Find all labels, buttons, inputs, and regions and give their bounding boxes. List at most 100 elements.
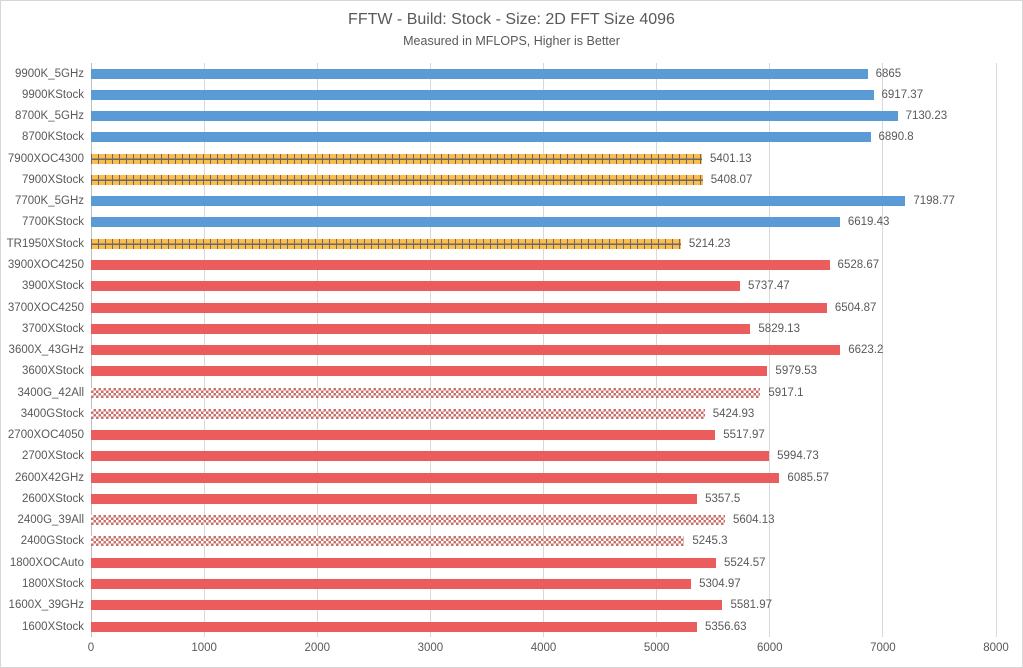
bar-3400GStock bbox=[91, 408, 705, 419]
x-tick-label: 1000 bbox=[191, 642, 217, 654]
category-label: 2700XOC4050 bbox=[7, 429, 84, 442]
chart-subtitle: Measured in MFLOPS, Higher is Better bbox=[403, 34, 620, 48]
category-label: 3900XStock bbox=[21, 280, 84, 293]
bar-row: 6623.2 bbox=[91, 339, 996, 360]
category-label: 8700K_5GHz bbox=[14, 110, 84, 123]
category-label: 2600X42GHz bbox=[14, 471, 84, 484]
x-tick-label: 4000 bbox=[530, 642, 557, 654]
x-tick-label: 6000 bbox=[756, 642, 783, 654]
category-label: 2400GStock bbox=[20, 535, 84, 548]
bar-7700K_5GHz bbox=[91, 196, 906, 207]
value-label: 6085.57 bbox=[787, 471, 829, 484]
bars: 6865 6917.37 7130.23 6890.8 5401.13 5408.07 71… bbox=[91, 63, 996, 637]
bar-row: 6085.57 bbox=[91, 467, 996, 488]
bar-3600X_43GHz bbox=[91, 345, 841, 356]
category-label: 3600XStock bbox=[21, 365, 84, 378]
value-label: 5737.47 bbox=[748, 280, 790, 293]
x-tick-label: 3000 bbox=[417, 642, 444, 654]
category-label: 3700XStock bbox=[21, 322, 84, 335]
bar-row: 6528.67 bbox=[91, 254, 996, 275]
bar-row: 5304.97 bbox=[91, 573, 996, 594]
value-label: 5408.07 bbox=[710, 173, 753, 186]
category-axis: 9900K_5GHz 9900KStock 8700K_5GHz 8700KStock… bbox=[1, 63, 84, 637]
category-label: 2600XStock bbox=[21, 492, 84, 505]
bar-2700XStock bbox=[91, 451, 770, 462]
value-label: 5357.5 bbox=[705, 492, 741, 505]
category-label: 1600XStock bbox=[21, 620, 84, 633]
bar-1600XStock bbox=[91, 621, 697, 632]
x-axis-labels: 0 1000 2000 3000 4000 5000 6000 7000 8000 bbox=[87, 642, 1009, 658]
bar-9900K_5GHz bbox=[91, 68, 868, 79]
bar-row: 5524.57 bbox=[91, 552, 996, 573]
bar-3700XStock bbox=[91, 323, 751, 334]
bar-row: 5401.13 bbox=[91, 148, 996, 169]
bar-3400G_42All bbox=[91, 387, 761, 398]
chart-title: FFTW - Build: Stock - Size: 2D FFT Size … bbox=[348, 11, 675, 28]
bar-row: 5979.53 bbox=[91, 361, 996, 382]
value-label: 6528.67 bbox=[837, 259, 880, 272]
bar-2700XOC4050 bbox=[91, 430, 716, 441]
category-label: 2400G_39All bbox=[17, 514, 85, 527]
category-label: 3900XOC4250 bbox=[7, 259, 84, 272]
category-label: 2700XStock bbox=[21, 450, 84, 463]
bar-1800XOCAuto bbox=[91, 557, 716, 568]
x-tick-label: 7000 bbox=[870, 642, 896, 654]
bar-9900KStock bbox=[91, 89, 874, 100]
value-label: 5356.63 bbox=[704, 620, 747, 633]
bar-row: 7130.23 bbox=[91, 106, 996, 127]
value-label: 5424.93 bbox=[712, 407, 755, 420]
x-tick-label: 5000 bbox=[643, 642, 670, 654]
bar-row: 5214.23 bbox=[91, 233, 996, 254]
bar-TR1950XStock bbox=[91, 238, 681, 249]
gridline-8000 bbox=[995, 63, 997, 637]
bar-row: 6619.43 bbox=[91, 212, 996, 233]
category-label: 1800XOCAuto bbox=[9, 556, 84, 569]
value-label: 7130.23 bbox=[905, 110, 948, 123]
value-label: 6619.43 bbox=[847, 216, 890, 229]
value-label: 5979.53 bbox=[775, 365, 817, 378]
bar-row: 5245.3 bbox=[91, 531, 996, 552]
bar-row: 5994.73 bbox=[91, 446, 996, 467]
gridline-7000 bbox=[882, 63, 884, 637]
bar-row: 5424.93 bbox=[91, 403, 996, 424]
bar-row: 6917.37 bbox=[91, 84, 996, 105]
value-label: 5517.97 bbox=[723, 429, 765, 442]
bar-2600X42GHz bbox=[91, 472, 780, 483]
bar-7900XOC4300 bbox=[91, 153, 702, 164]
bar-row: 7198.77 bbox=[91, 191, 996, 212]
bar-row: 5829.13 bbox=[91, 318, 996, 339]
bar-3700XOC4250 bbox=[91, 302, 827, 313]
category-label: 3600X_43GHz bbox=[8, 344, 84, 357]
bar-row: 6865 bbox=[91, 63, 996, 84]
value-label: 6865 bbox=[875, 67, 902, 80]
category-label: 1800XStock bbox=[21, 578, 84, 590]
x-tick-label: 0 bbox=[87, 642, 95, 654]
bar-row: 5604.13 bbox=[91, 510, 996, 531]
value-label: 6623.2 bbox=[848, 344, 884, 357]
category-label: 1600X_39GHz bbox=[8, 599, 84, 612]
bar-8700KStock bbox=[91, 132, 871, 143]
bar-row: 6890.8 bbox=[91, 127, 996, 148]
x-tick-label: 8000 bbox=[983, 642, 1009, 654]
value-label: 5401.13 bbox=[710, 152, 752, 165]
value-label: 5524.57 bbox=[723, 556, 766, 569]
value-label: 5994.73 bbox=[777, 450, 819, 463]
bar-row: 5408.07 bbox=[91, 169, 996, 190]
bar-8700K_5GHz bbox=[91, 111, 898, 122]
bar-7700KStock bbox=[91, 217, 840, 228]
bar-1800XStock bbox=[91, 579, 692, 589]
category-label: 3400GStock bbox=[20, 407, 84, 420]
category-label: 8700KStock bbox=[21, 131, 84, 144]
bar-row: 6504.87 bbox=[91, 297, 996, 318]
category-label: 3700XOC4250 bbox=[7, 301, 84, 314]
bar-row: 5917.1 bbox=[91, 382, 996, 403]
category-label: 7700K_5GHz bbox=[14, 195, 84, 208]
value-label: 5214.23 bbox=[688, 237, 731, 250]
category-label: 7900XOC4300 bbox=[7, 152, 84, 165]
plot-area: 6865 6917.37 7130.23 6890.8 5401.13 5408.07 71… bbox=[90, 63, 997, 637]
value-label: 7198.77 bbox=[913, 195, 955, 208]
bar-2400GStock bbox=[91, 536, 685, 547]
bar-7900XStock bbox=[91, 174, 703, 185]
value-label: 6917.37 bbox=[881, 88, 924, 101]
value-label: 6504.87 bbox=[834, 301, 877, 314]
